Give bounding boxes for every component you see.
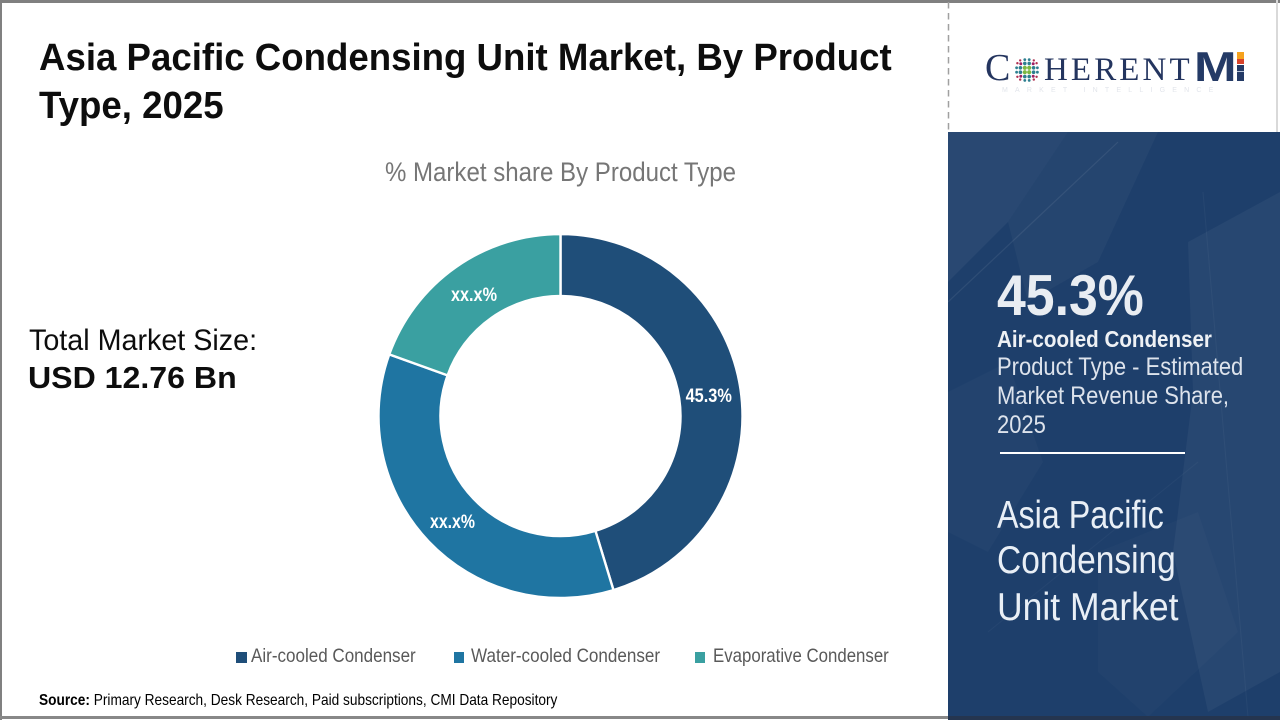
svg-text:45.3%: 45.3% (686, 386, 732, 407)
svg-text:xx.x%: xx.x% (451, 285, 497, 306)
svg-text:xx.x%: xx.x% (430, 512, 475, 533)
